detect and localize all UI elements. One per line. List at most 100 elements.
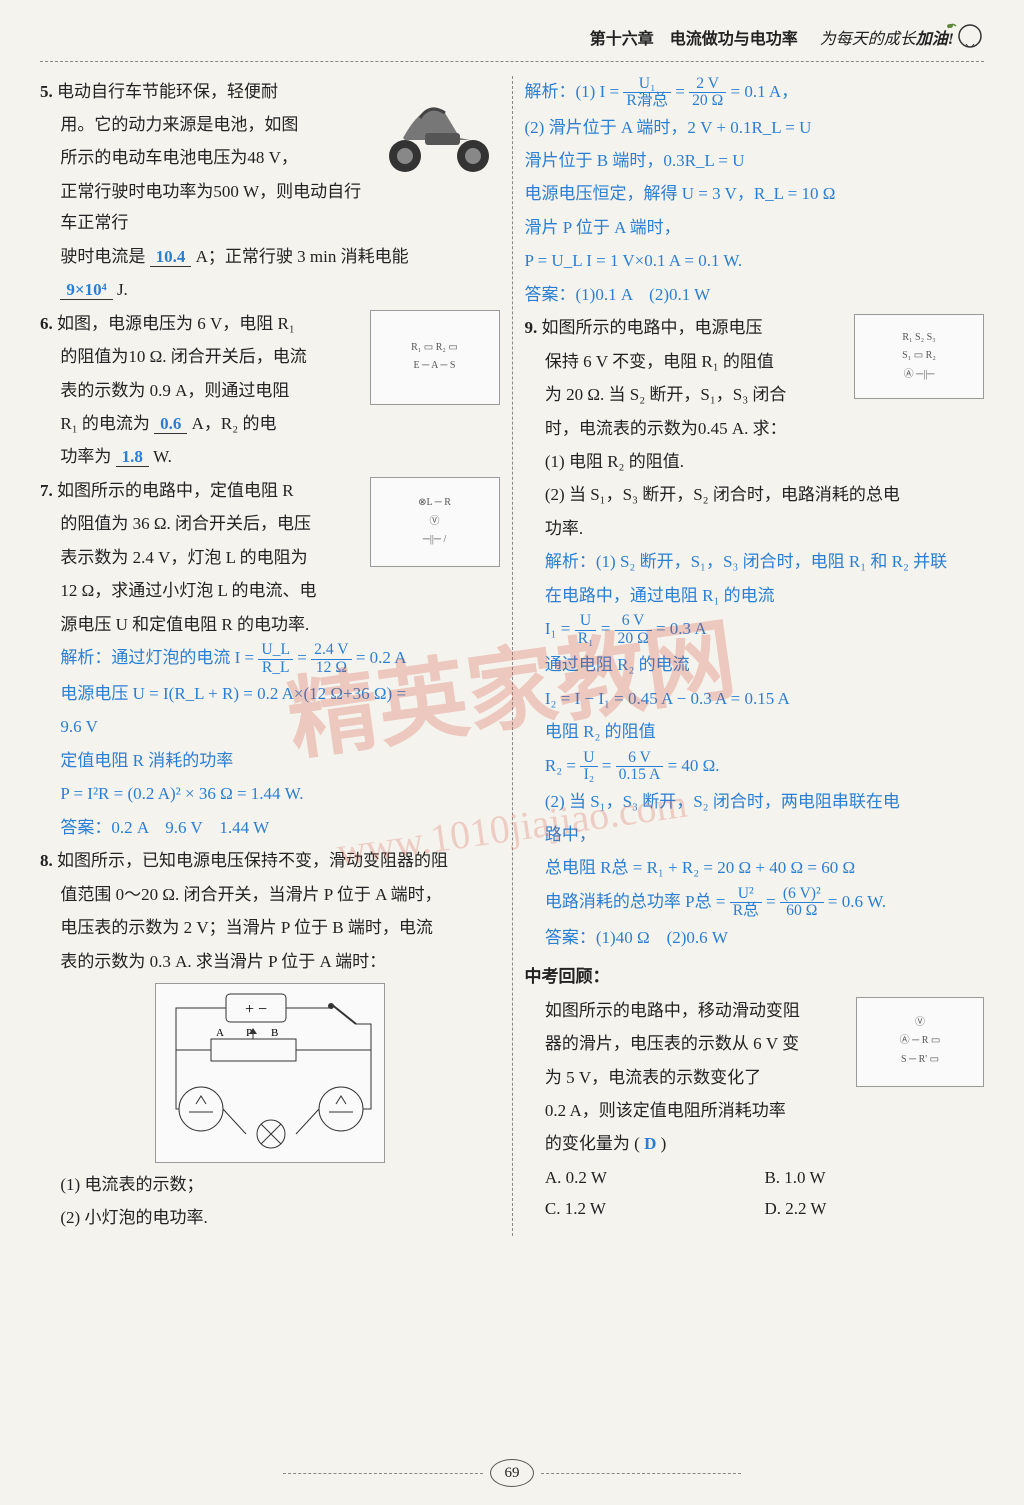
svg-text:B: B [271, 1027, 278, 1039]
q8s-s3: 滑片位于 B 端时，0.3R_L = U [525, 145, 985, 176]
q8-number: 8. [40, 851, 53, 870]
q8s-s1m: = [675, 82, 685, 101]
q9-s7fn: U [580, 750, 597, 767]
exam-review: 中考回顾： ⓋⒶ ─ R ▭S ─ R' ▭ 如图所示的电路中，移动滑动变阻 器… [525, 961, 985, 1225]
q9-l4: 时，电流表的示数为0.45 A. 求： [525, 413, 985, 444]
q7-s2: 电源电压 U = I(R_L + R) = 0.2 A×(12 Ω+36 Ω) … [40, 678, 500, 709]
q9-s3b: = 0.3 A [656, 619, 707, 638]
q5-l5a: 驶时电流是 [60, 247, 145, 266]
q6-l1: 如图，电源电压为 6 V，电阻 R₁ [57, 314, 295, 333]
q7-l5: 源电压 U 和定值电阻 R 的电功率. [40, 609, 500, 640]
q9-s3m: = [601, 619, 611, 638]
q9-s3gd: 20 Ω [615, 631, 652, 647]
q6-blank1: 0.6 [154, 414, 187, 434]
q7-s1a: 解析：通过灯泡的电流 I = [60, 648, 254, 667]
q6-l5b: W. [153, 447, 172, 466]
q9-s8b: 路中， [525, 819, 985, 850]
q8s-s1gn: 2 V [689, 76, 726, 93]
scooter-image [375, 78, 500, 178]
q9-s3fd: R₁ [575, 631, 597, 647]
q9-s10fn: U² [730, 886, 762, 903]
q8-l4: 表的示数为 0.3 A. 求当滑片 P 位于 A 端时： [40, 946, 500, 977]
question-8-solution: 解析：(1) I = U₁R滑总 = 2 V20 Ω = 0.1 A， (2) … [525, 76, 985, 311]
q9-s7m: = [602, 756, 612, 775]
q5-l5b: A；正常行驶 3 min 消耗电能 [196, 247, 409, 266]
q9-s10b: = 0.6 W. [828, 892, 886, 911]
q7-s3: 9.6 V [40, 711, 500, 742]
q8s-s4: 电源电压恒定，解得 U = 3 V，R_L = 10 Ω [525, 178, 985, 209]
q9-s4: 通过电阻 R₂ 的电流 [525, 649, 985, 680]
q7-answer: 答案：0.2 A 9.6 V 1.44 W [40, 812, 500, 843]
q9-s3a: I₁ = [545, 619, 570, 638]
q7-s1fd: R_L [258, 660, 293, 676]
q8s-s1fn: U₁ [623, 76, 671, 93]
q9-s7gn: 6 V [616, 750, 664, 767]
q5-l4: 正常行驶时电功率为500 W，则电动自行车正常行 [40, 176, 500, 239]
q9-s10gn: (6 V)² [780, 886, 824, 903]
q7-s1fn: U_L [258, 642, 293, 659]
q6-number: 6. [40, 314, 53, 333]
review-choices: A. 0.2 W B. 1.0 W C. 1.2 W D. 2.2 W [525, 1162, 985, 1225]
rv-l5a: 的变化量为 ( [545, 1134, 640, 1153]
choice-c: C. 1.2 W [545, 1193, 765, 1224]
question-6: R₁ ▭ R₂ ▭E ─ A ─ S 6. 如图，电源电压为 6 V，电阻 R₁… [40, 308, 500, 473]
q5-l1: 电动自行车节能环保，轻便耐 [57, 82, 278, 101]
circuit-q7-figure: ⊗L ─ RⓋ─||─ / [370, 477, 500, 567]
q8s-answer: 答案：(1)0.1 A (2)0.1 W [525, 279, 985, 310]
q9-s1: 解析：(1) S₂ 断开，S₁，S₃ 闭合时，电阻 R₁ 和 R₂ 并联 [525, 546, 985, 577]
q9-s7b: = 40 Ω. [668, 756, 720, 775]
q9-l1: 如图所示的电路中，电源电压 [542, 318, 763, 337]
lightbulb-icon [942, 16, 982, 50]
q8s-s1b: = 0.1 A， [731, 82, 799, 101]
svg-text:+ −: + − [245, 1001, 267, 1018]
q7-s4: 定值电阻 R 消耗的功率 [40, 745, 500, 776]
q9-sub2a: (2) 当 S₁，S₃ 断开，S₂ 闭合时，电路消耗的总电 [525, 479, 985, 510]
q6-l4b: A，R₂ 的电 [192, 414, 277, 433]
q7-l1: 如图所示的电路中，定值电阻 R [57, 481, 294, 500]
q9-s10gd: 60 Ω [780, 903, 824, 919]
q8-l1: 如图所示，已知电源电压保持不变，滑动变阻器的阻 [57, 851, 448, 870]
q9-number: 9. [525, 318, 538, 337]
question-5: 5. 电动自行车节能环保，轻便耐 用。它的动力来源是电池，如图 所示的电动车电池… [40, 76, 500, 306]
right-column: 解析：(1) I = U₁R滑总 = 2 V20 Ω = 0.1 A， (2) … [525, 76, 985, 1236]
review-title: 中考回顾： [525, 961, 985, 992]
q8-l2: 值范围 0～20 Ω. 闭合开关，当滑片 P 位于 A 端时， [40, 879, 500, 910]
slogan-prefix: 为每天的成长 [820, 31, 916, 48]
q5-blank2: 9×10⁴ [60, 280, 112, 300]
q9-sub1: (1) 电阻 R₂ 的阻值. [525, 446, 985, 477]
rv-l4: 0.2 A，则该定值电阻所消耗功率 [525, 1095, 985, 1126]
circuit-review-figure: ⓋⒶ ─ R ▭S ─ R' ▭ [856, 997, 984, 1087]
q6-l4a: R₁ 的电流为 [60, 414, 150, 433]
q9-s10m: = [766, 892, 776, 911]
q9-s7gd: 0.15 A [616, 767, 664, 783]
q5-number: 5. [40, 82, 53, 101]
svg-text:A: A [216, 1027, 224, 1039]
circuit-q8-figure: + − APB [155, 983, 385, 1163]
question-8: 8. 如图所示，已知电源电压保持不变，滑动变阻器的阻 值范围 0～20 Ω. 闭… [40, 845, 500, 1234]
rv-l5b: ) [661, 1134, 667, 1153]
q9-s6: 电阻 R₂ 的阻值 [525, 716, 985, 747]
q7-s1m: = [297, 648, 307, 667]
q9-s8a: (2) 当 S₁，S₃ 断开，S₂ 闭合时，两电阻串联在电 [525, 786, 985, 817]
page-header: 第十六章 电流做功与电功率 为每天的成长加油! [40, 20, 984, 62]
circuit-q9-figure: R₁ S₂ S₃S₁ ▭ R₂Ⓐ ─||─ [854, 314, 984, 399]
q8-sub2: (2) 小灯泡的电功率. [40, 1202, 500, 1233]
q8s-s1gd: 20 Ω [689, 93, 726, 109]
q8-l3: 电压表的示数为 2 V；当滑片 P 位于 B 端时，电流 [40, 912, 500, 943]
q9-s9: 总电阻 R总 = R₁ + R₂ = 20 Ω + 40 Ω = 60 Ω [525, 852, 985, 883]
q7-l4: 12 Ω，求通过小灯泡 L 的电流、电 [40, 575, 500, 606]
two-column-layout: 5. 电动自行车节能环保，轻便耐 用。它的动力来源是电池，如图 所示的电动车电池… [40, 76, 984, 1236]
chapter-title: 第十六章 电流做功与电功率 [590, 31, 798, 48]
q7-number: 7. [40, 481, 53, 500]
q7-s1gn: 2.4 V [311, 642, 351, 659]
q7-s1gd: 12 Ω [311, 660, 351, 676]
choice-a: A. 0.2 W [545, 1162, 765, 1193]
q8-sub1: (1) 电流表的示数； [40, 1169, 500, 1200]
q9-s3fn: U [575, 613, 597, 630]
q6-blank2: 1.8 [116, 447, 149, 467]
q9-s3gn: 6 V [615, 613, 652, 630]
circuit-q6-figure: R₁ ▭ R₂ ▭E ─ A ─ S [370, 310, 500, 405]
q7-s1b: = 0.2 A [356, 648, 407, 667]
q9-s10a: 电路消耗的总功率 P总 = [545, 892, 726, 911]
choice-d: D. 2.2 W [764, 1193, 984, 1224]
